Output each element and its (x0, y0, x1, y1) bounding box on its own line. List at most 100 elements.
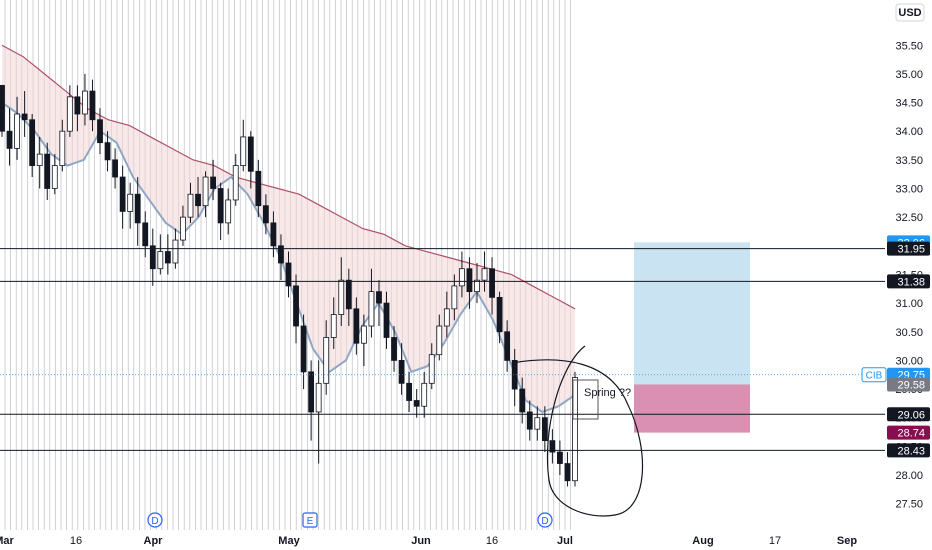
event-marker: D (537, 512, 553, 528)
price-tag-box (887, 377, 930, 392)
y-tick-label: 34.50 (895, 98, 923, 110)
price-tag-box (887, 443, 930, 458)
candle-down (217, 188, 224, 224)
candle-up (481, 268, 488, 281)
candle-up (368, 291, 375, 327)
ema-band (2, 45, 575, 412)
x-tick-label: Jul (557, 535, 573, 547)
spring-ellipse-drawing[interactable] (511, 345, 644, 517)
candle-down (89, 90, 96, 121)
candle-down (210, 176, 217, 189)
candle-up (127, 193, 134, 212)
candle-down (6, 130, 13, 149)
candle-down (142, 222, 149, 247)
candle-up (232, 165, 239, 201)
price-tag-label: 29.06 (897, 409, 925, 421)
candle-up (572, 377, 578, 482)
candle-down (391, 337, 397, 361)
event-label: D (151, 516, 158, 527)
candle-up (180, 216, 186, 241)
x-tick-label: Mar (0, 535, 14, 547)
y-tick-label: 30.50 (895, 327, 923, 339)
price-tag-label: 28.43 (897, 445, 925, 457)
event-badge (537, 512, 553, 528)
x-tick-label: Apr (144, 535, 164, 547)
candle-up (436, 325, 443, 356)
candle-down (285, 262, 292, 287)
candle-up (172, 239, 179, 264)
candle-up (202, 176, 209, 207)
candle-down (353, 308, 360, 344)
x-tick-label: Aug (692, 535, 713, 547)
candle-down (293, 285, 299, 327)
candle-up (36, 153, 43, 166)
ema-band-fill (2, 45, 575, 412)
candle-down (134, 193, 141, 224)
candle-up (59, 130, 66, 166)
candle-down (383, 302, 390, 338)
candle-up (451, 285, 458, 310)
candle-up (338, 279, 345, 315)
candle-up (82, 90, 88, 115)
event-badge (302, 512, 318, 528)
price-tags: 32.0631.9531.38CIB29.7529.5829.0628.7428… (861, 235, 930, 458)
candle-up (315, 382, 322, 413)
candle-up (14, 113, 20, 149)
long-position-tool[interactable] (634, 242, 750, 433)
user-drawings[interactable]: Spring ?? (511, 345, 644, 517)
y-tick-label: 33.50 (895, 155, 923, 167)
candle-up (459, 268, 465, 287)
price-tag-label: 31.38 (897, 276, 925, 288)
candle-up (157, 251, 164, 270)
event-marker: E (302, 512, 318, 528)
x-tick-label: May (278, 535, 300, 547)
candle-down (29, 119, 36, 166)
event-badge (147, 512, 163, 528)
y-tick-label: 32.50 (895, 212, 923, 224)
price-tag-box (887, 425, 930, 440)
candle-down (489, 268, 495, 298)
candle-down (398, 359, 405, 384)
candle-down (195, 193, 201, 207)
candle-up (534, 417, 541, 430)
candle-down (149, 245, 156, 270)
candle-up (474, 279, 480, 293)
candle-down (300, 325, 307, 373)
candle-down (564, 463, 571, 482)
candle-down (104, 142, 111, 161)
candle-down (119, 176, 126, 212)
candle-down (21, 113, 28, 121)
y-tick-label: 30.00 (895, 355, 923, 367)
currency-badge[interactable]: USD (895, 3, 925, 22)
price-tag-box (887, 274, 930, 289)
price-tag-label: 28.74 (897, 428, 925, 440)
time-axis[interactable]: Mar 16 Apr May Jun 16 Jul Aug 17 Sep (0, 535, 857, 547)
candle-down (262, 205, 269, 224)
candle-down (270, 222, 277, 247)
spring-box[interactable] (572, 379, 599, 420)
y-tick-label: 35.50 (895, 40, 923, 52)
currency-label: USD (898, 7, 921, 19)
horizontal-levels[interactable] (0, 248, 885, 451)
candle-down (278, 245, 284, 264)
candle-down (406, 382, 413, 401)
candle-down (504, 331, 511, 361)
x-tick-label: 17 (769, 535, 781, 547)
candle-down (345, 279, 352, 310)
price-tag-box (887, 407, 930, 422)
candle-down (526, 411, 533, 430)
x-tick-label: Sep (837, 535, 857, 547)
candle-up (66, 96, 73, 132)
candle-down (74, 96, 81, 115)
candle-down (0, 84, 5, 132)
event-marker: D (147, 512, 163, 528)
candle-down (519, 388, 526, 413)
y-tick-label: 28.00 (895, 470, 923, 482)
candle-down (308, 371, 315, 413)
y-tick-label: 27.50 (895, 499, 923, 511)
candlestick-series (0, 73, 578, 487)
y-tick-label: 35.00 (895, 69, 923, 81)
y-tick-label: 31.00 (895, 298, 923, 310)
